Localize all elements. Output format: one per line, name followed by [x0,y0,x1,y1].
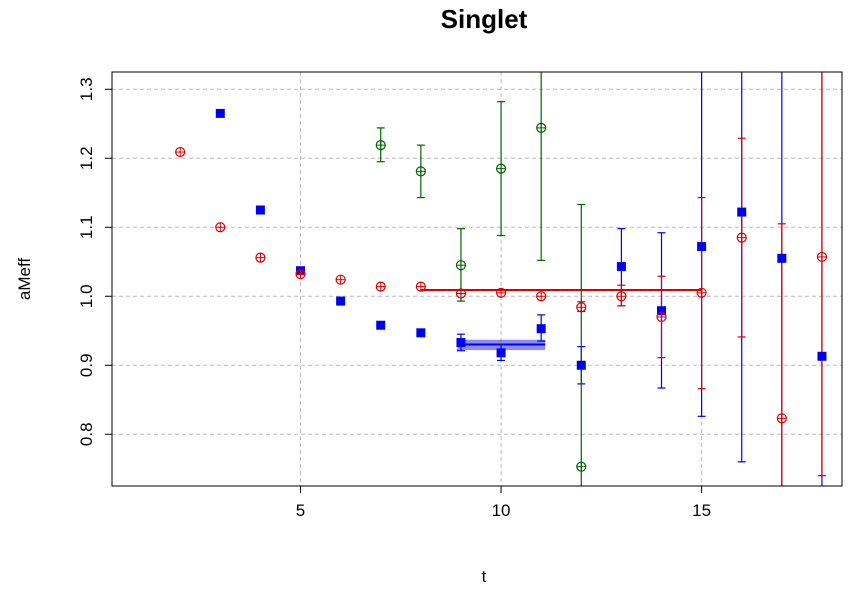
circle-plus-point [456,261,465,270]
x-axis-label: t [482,567,487,586]
square-point [336,297,345,306]
circle-plus-point [416,167,425,176]
square-point [737,208,746,217]
circle-plus-point [497,164,506,173]
error-bars [377,72,826,486]
square-point [456,338,465,347]
circle-plus-point [577,303,586,312]
circle-plus-point [416,282,425,291]
square-point [617,262,626,271]
square-point [416,328,425,337]
x-tick-label: 5 [296,501,305,520]
axes: 5 10 15 0.8 0.9 1.0 1.1 1.2 1.3 [77,77,711,520]
circle-plus-point [376,141,385,150]
y-tick-label: 1.1 [77,215,96,239]
square-point [777,254,786,263]
circle-plus-point [777,414,786,423]
circle-plus-point [737,233,746,242]
y-tick-label: 0.9 [77,353,96,377]
square-point [256,206,265,215]
square-point [537,324,546,333]
circle-plus-point [537,123,546,132]
circle-plus-point [497,288,506,297]
circle-plus-point [817,252,826,261]
circle-plus-point [256,253,265,262]
x-tick-label: 15 [692,501,711,520]
square-point [376,321,385,330]
x-tick-label: 10 [492,501,511,520]
circle-plus-point [176,148,185,157]
square-point [817,352,826,361]
square-point [697,242,706,251]
y-tick-label: 1.2 [77,146,96,170]
chart-title: Singlet [441,4,528,34]
circle-plus-point [657,312,666,321]
square-point [216,109,225,118]
y-tick-label: 1.3 [77,77,96,101]
y-tick-label: 0.8 [77,422,96,446]
circle-plus-point [216,223,225,232]
circle-plus-point [537,292,546,301]
circle-plus-point [456,289,465,298]
plot-frame [112,72,842,486]
grid [112,72,842,486]
circle-plus-point [697,288,706,297]
circle-plus-point [617,292,626,301]
circle-plus-point [296,270,305,279]
circle-plus-point [336,275,345,284]
circle-plus-point [376,282,385,291]
circle-plus-point [577,462,586,471]
square-point [497,348,506,357]
y-axis-label: aMeff [15,258,34,300]
y-tick-label: 1.0 [77,284,96,308]
square-point [577,361,586,370]
